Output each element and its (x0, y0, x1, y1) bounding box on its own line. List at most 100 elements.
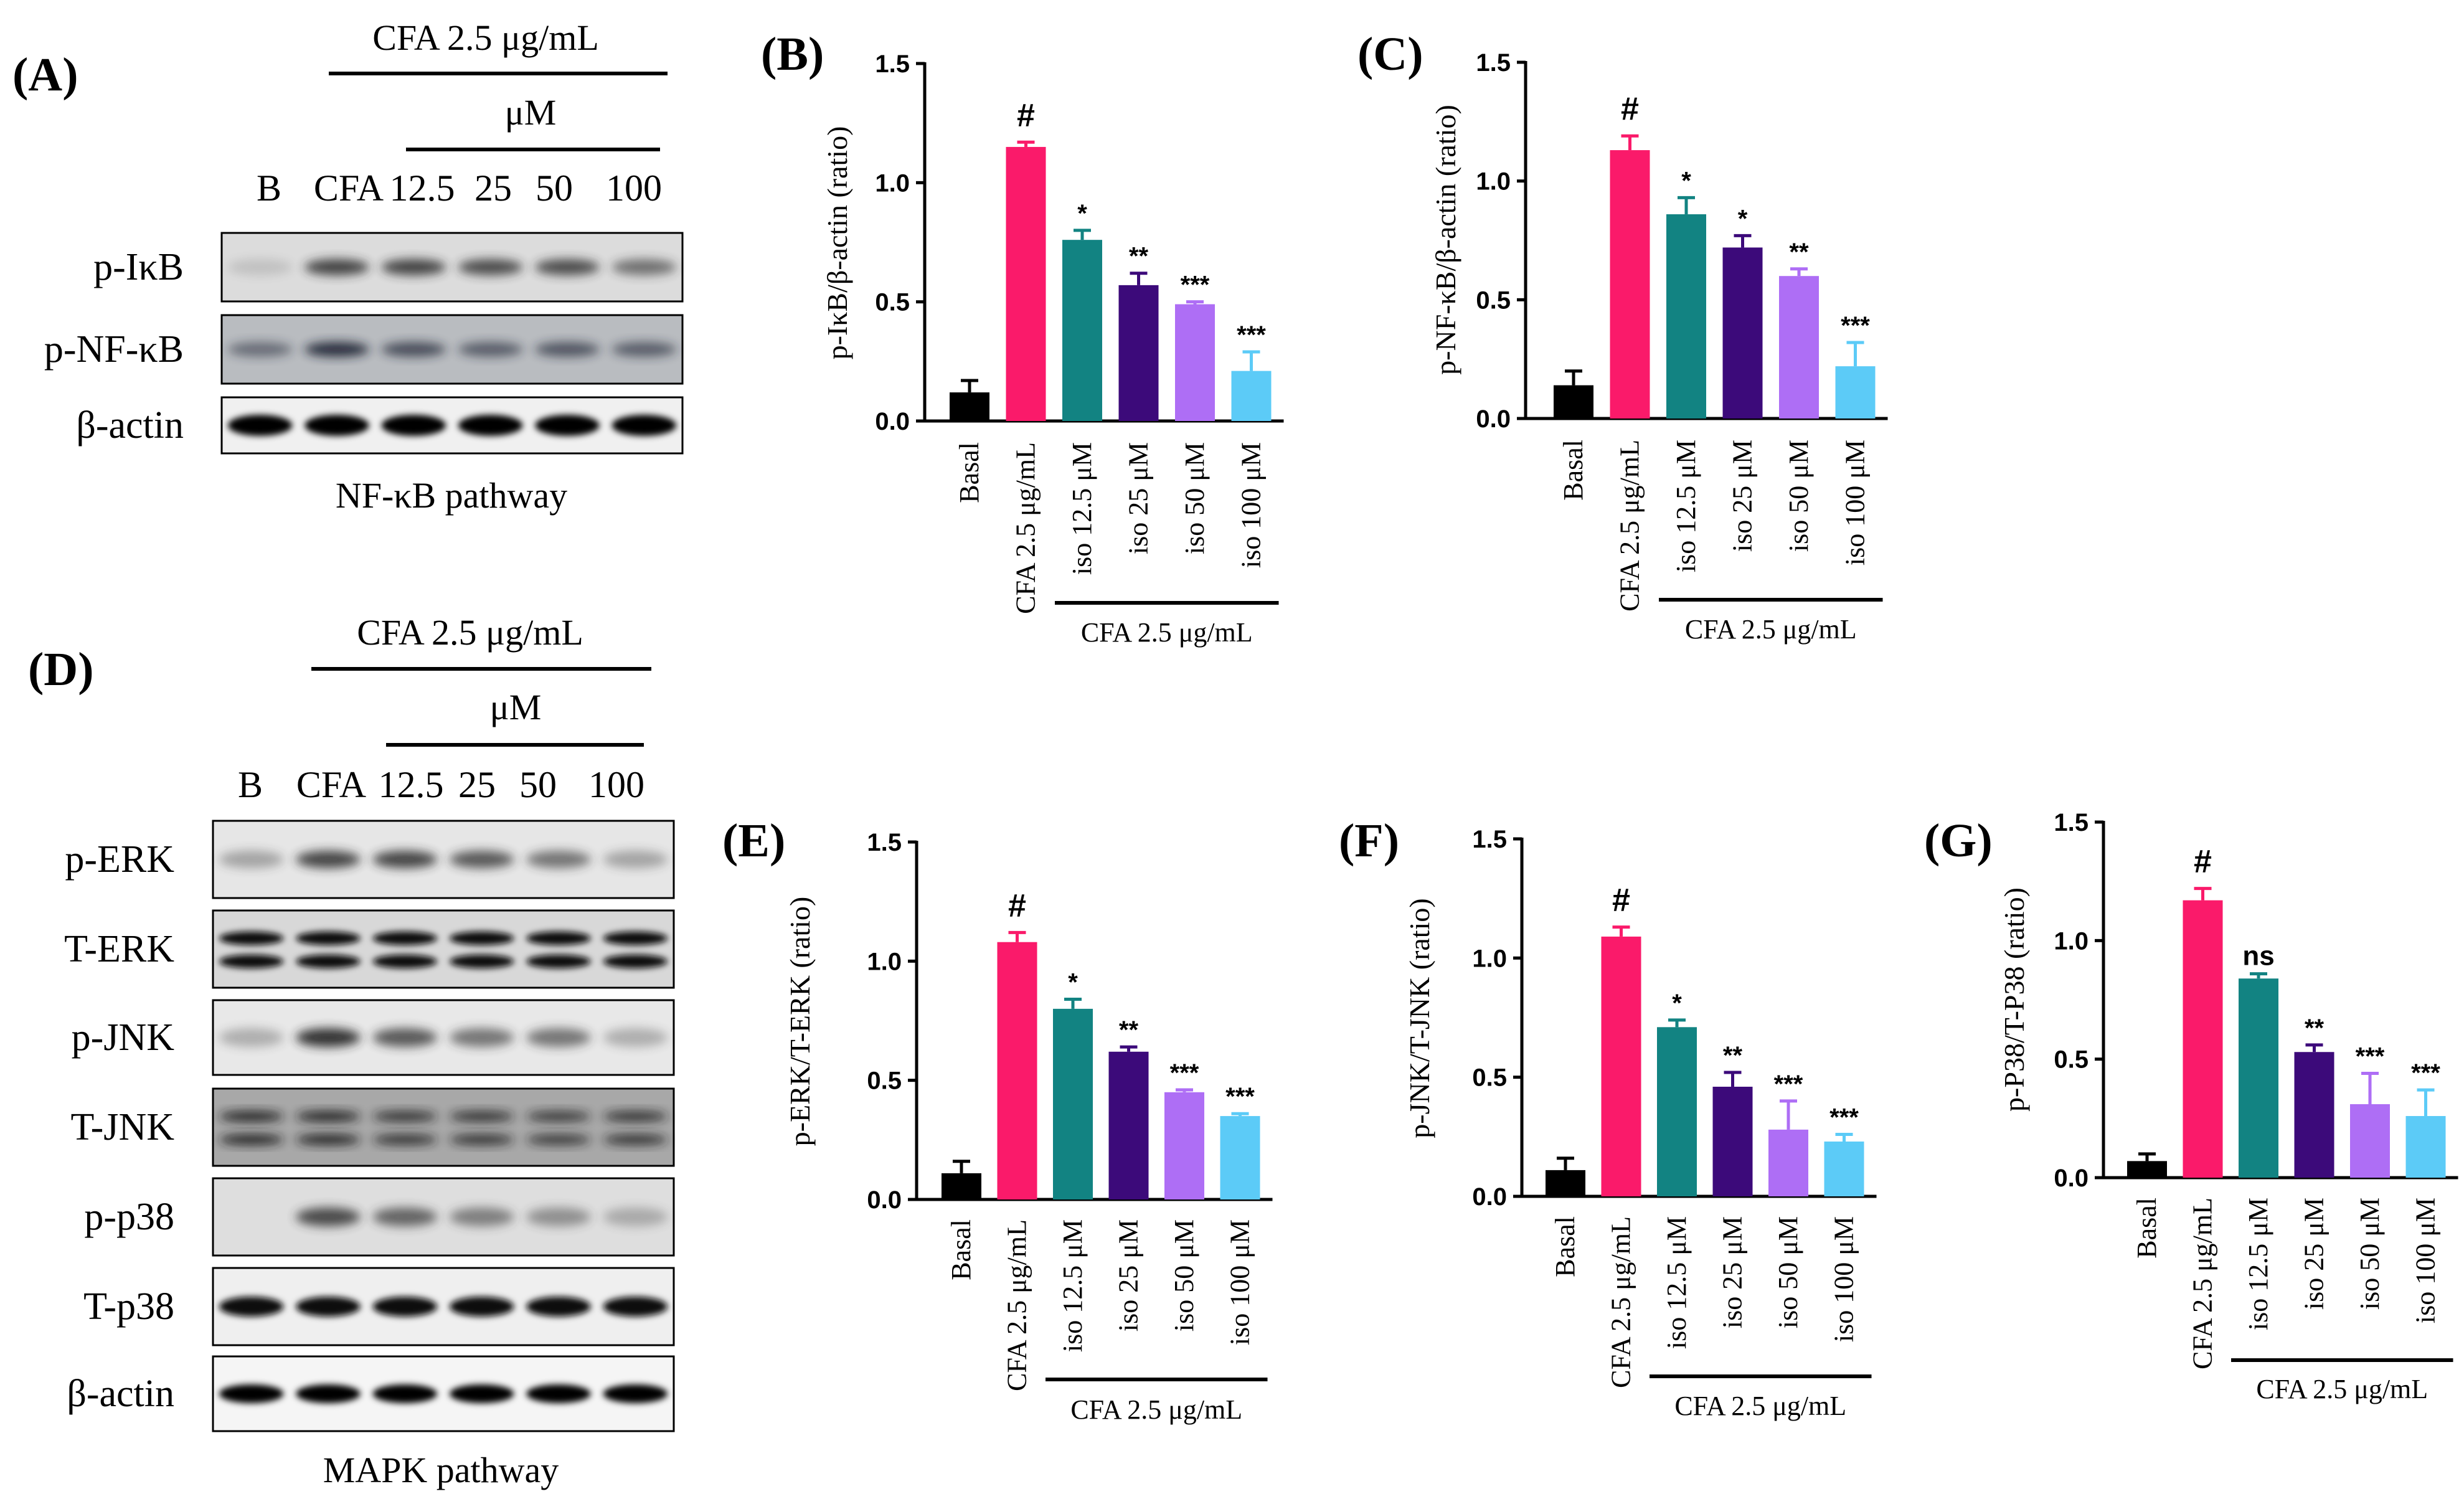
bar-iso-50-m (1768, 1129, 1808, 1196)
blot-band (304, 259, 369, 275)
blot-lane-label-25: 25 (458, 764, 496, 805)
y-tick-label: 0.5 (1472, 1064, 1507, 1092)
bar-iso-25-m (2294, 1052, 2334, 1178)
blot-band (449, 851, 514, 868)
blot-panel-a: (A) CFA 2.5 μg/mL μM B CFA 12.5 25 50 100 p-I… (12, 17, 684, 516)
blot-band (372, 1208, 438, 1226)
blot-band (449, 1133, 514, 1145)
blot-strip (212, 909, 675, 989)
category-label: Basal (2131, 1198, 2162, 1259)
significance-label: ** (1119, 1016, 1139, 1044)
significance-label: *** (2411, 1059, 2440, 1087)
panel-label-c: (C) (1357, 28, 1423, 80)
y-tick-label: 1.0 (875, 169, 910, 197)
category-label: Basal (1550, 1216, 1580, 1277)
blot-lane-label-100: 100 (588, 764, 644, 805)
category-label: CFA 2.5 μg/mL (2188, 1198, 2218, 1369)
category-label: iso 100 μM (1225, 1219, 1255, 1345)
significance-label: # (2194, 844, 2212, 880)
bar-iso-100-m (1835, 366, 1876, 419)
blot-band (611, 415, 677, 436)
blot-band (449, 931, 514, 945)
blot-lane-label-12-5: 12.5 (379, 764, 444, 805)
category-label: iso 50 μM (1783, 440, 1814, 552)
y-axis-label: p-ERK/T-ERK (ratio) (784, 897, 816, 1147)
blot-band (372, 1297, 438, 1317)
blot-band (526, 1384, 591, 1403)
category-label: iso 100 μM (1840, 440, 1871, 565)
category-label: Basal (1558, 440, 1588, 501)
bar-cfa-2-5-g-ml (1006, 146, 1046, 421)
blot-band (381, 259, 446, 275)
blot-panel-d: (D) CFA 2.5 μg/mL μM B CFA 12.5 25 50 100 p-E… (28, 612, 675, 1490)
blot-band (449, 1297, 514, 1317)
y-tick-label: 1.5 (875, 50, 910, 78)
blot-band (227, 342, 293, 357)
bar-iso-25-m (1722, 247, 1763, 419)
bar-iso-25-m (1118, 285, 1159, 421)
blot-band (219, 1384, 284, 1403)
blot-band (603, 851, 668, 868)
significance-label: ** (2305, 1014, 2325, 1042)
significance-label: *** (1237, 321, 1266, 349)
panel-label-d: (D) (28, 643, 94, 696)
blot-band (296, 851, 361, 868)
significance-label: *** (1841, 312, 1870, 339)
bar-basal (1546, 1170, 1585, 1196)
category-label: iso 50 μM (1179, 442, 1210, 554)
category-label: iso 100 μM (2410, 1198, 2441, 1323)
significance-label: *** (1774, 1071, 1803, 1098)
blot-strip (220, 232, 684, 303)
bar-iso-12-5-m (1053, 1008, 1093, 1199)
category-label: CFA 2.5 μg/mL (1002, 1219, 1032, 1391)
y-tick-label: 0.0 (875, 408, 910, 435)
blot-row-label-t-p38: T-p38 (83, 1285, 174, 1328)
blot-band (526, 954, 591, 968)
blot-strip (220, 396, 684, 455)
blot-strip (212, 1177, 675, 1257)
blot-band (372, 931, 438, 945)
blot-band (603, 1297, 668, 1317)
blot-strip (212, 1355, 675, 1432)
blot-lane-label-cfa: CFA (314, 168, 384, 209)
chart-e: (E) 0.0 0.5 1.0 1.5 p-ERK/T-ERK (ratio) Basal #… (722, 815, 1273, 1425)
blot-strip (212, 1267, 675, 1346)
significance-label: *** (1181, 272, 1210, 299)
blot-band (603, 1110, 668, 1122)
blot-band (526, 931, 591, 945)
panel-label-f: (F) (1339, 815, 1399, 867)
significance-label: # (1621, 91, 1639, 127)
y-axis-label: p-IκB/β-actin (ratio) (821, 126, 853, 360)
significance-label: # (1612, 882, 1630, 919)
category-label: iso 100 μM (1829, 1216, 1859, 1342)
blot-band (449, 1110, 514, 1122)
category-label: iso 12.5 μM (2243, 1198, 2273, 1330)
significance-label: *** (1829, 1104, 1859, 1132)
blot-a-treatment-header: CFA 2.5 μg/mL (372, 17, 599, 58)
bar-cfa-2-5-g-ml (997, 942, 1037, 1199)
blot-strip (212, 820, 675, 899)
blot-band (603, 954, 668, 968)
blot-band (449, 1384, 514, 1403)
blot-band (304, 342, 369, 357)
category-label: iso 12.5 μM (1671, 440, 1701, 572)
blot-band (526, 1297, 591, 1317)
blot-band (219, 851, 284, 868)
y-tick-label: 1.0 (867, 948, 902, 975)
category-label: iso 25 μM (1717, 1216, 1748, 1328)
blot-band (526, 851, 591, 868)
blot-strip (212, 999, 675, 1076)
category-label: Basal (946, 1219, 976, 1280)
panel-label-e: (E) (722, 815, 785, 867)
bar-iso-100-m (2405, 1116, 2446, 1178)
bar-basal (1554, 385, 1593, 419)
panel-label-g: (G) (1924, 815, 1993, 867)
bar-iso-50-m (2350, 1104, 2390, 1178)
blot-band (381, 342, 446, 357)
blot-row-label-t-erk: T-ERK (64, 928, 174, 970)
blot-strip (220, 314, 684, 385)
group-label: CFA 2.5 μg/mL (1081, 617, 1253, 648)
blot-band (219, 1297, 284, 1317)
blot-band (381, 415, 446, 436)
bar-iso-50-m (1175, 304, 1215, 421)
